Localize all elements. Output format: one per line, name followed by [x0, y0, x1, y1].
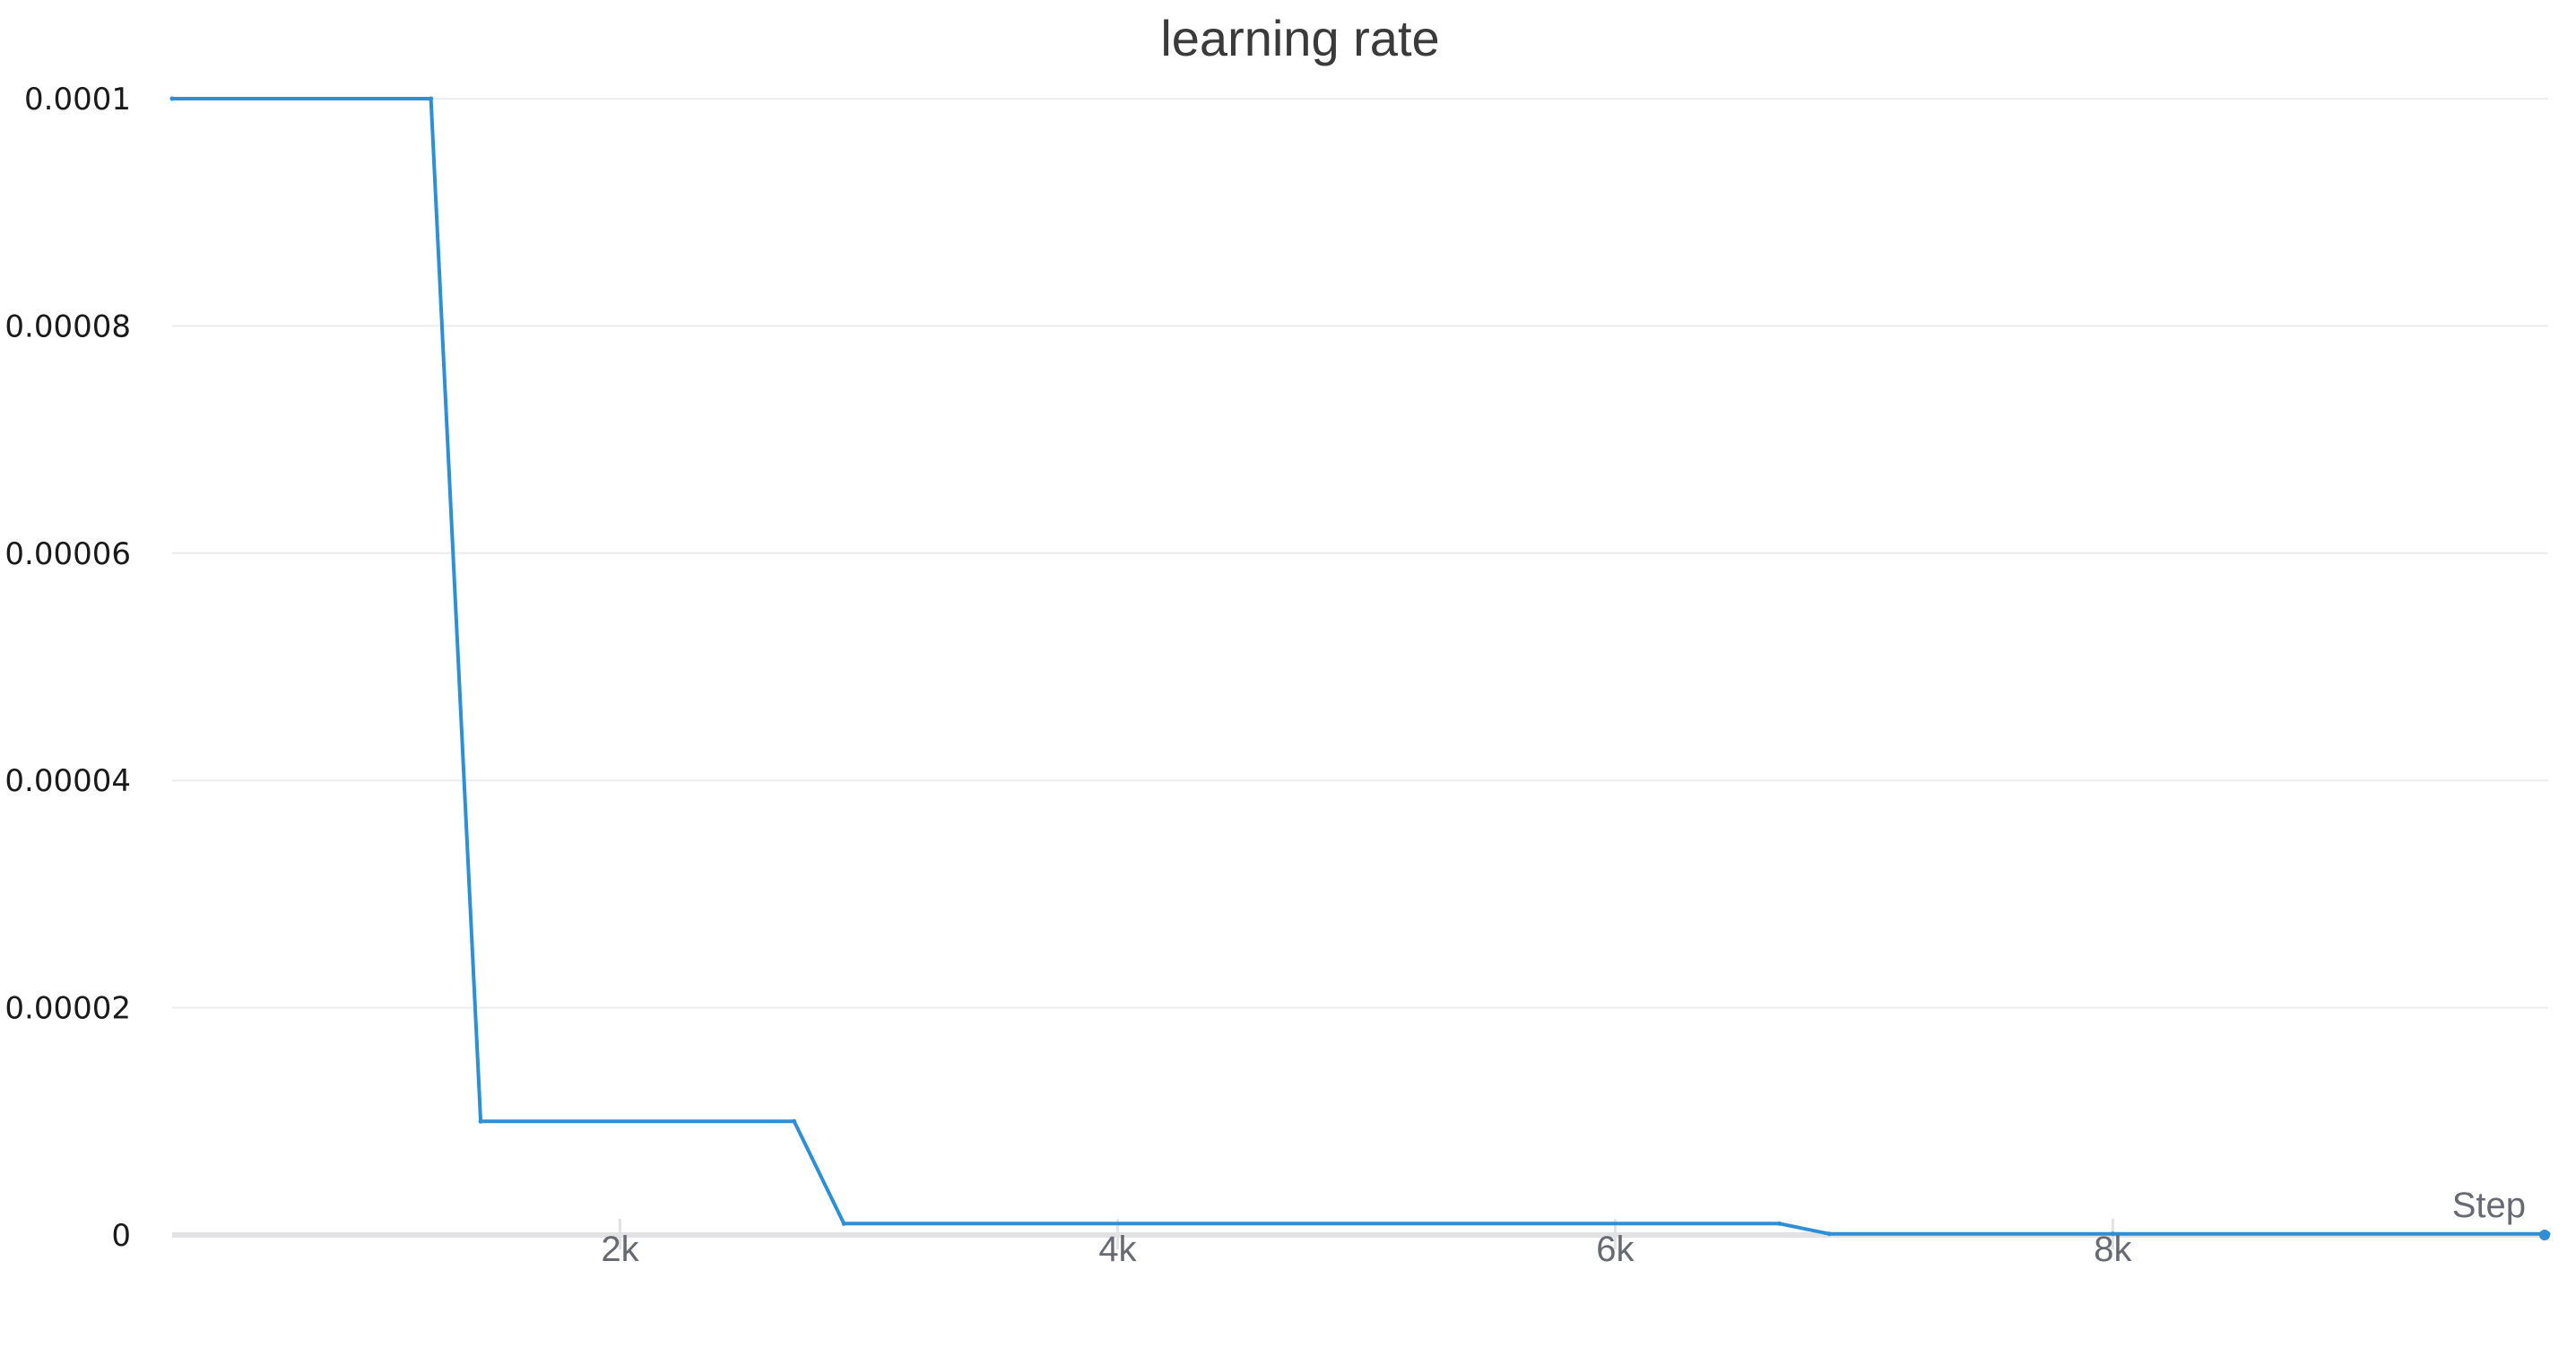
- chart-title: learning rate: [1160, 10, 1439, 66]
- data-point: [1826, 1231, 1832, 1237]
- y-tick-label: 0: [111, 1218, 131, 1254]
- x-axis-title: Step: [2452, 1186, 2526, 1225]
- x-tick-label: 4k: [1098, 1230, 1137, 1269]
- data-point: [792, 1118, 797, 1124]
- data-point: [2110, 1231, 2115, 1237]
- x-tick-label: 8k: [2094, 1230, 2132, 1269]
- x-axis-end-marker: [2539, 1230, 2550, 1240]
- x-tick-label: 6k: [1596, 1230, 1635, 1269]
- y-tick-label: 0.0001: [24, 82, 131, 117]
- y-axis-tick-labels: 0 0.00002 0.00004 0.00006 0.00008 0.0001: [4, 82, 131, 1254]
- data-point: [429, 96, 434, 101]
- y-tick-label: 0.00006: [4, 536, 131, 572]
- x-axis-tick-labels: 2k 4k 6k 8k: [601, 1230, 2132, 1269]
- data-point: [841, 1221, 846, 1226]
- data-point: [478, 1118, 483, 1124]
- data-point: [1777, 1221, 1782, 1226]
- data-point: [169, 96, 175, 101]
- series-layer: [169, 96, 2551, 1237]
- x-tick-label: 2k: [601, 1230, 639, 1269]
- y-tick-label: 0.00002: [4, 991, 131, 1027]
- y-tick-label: 0.00004: [4, 763, 131, 799]
- gridlines: [172, 98, 2548, 1009]
- series-line: [170, 97, 2550, 1236]
- y-tick-label: 0.00008: [4, 309, 131, 344]
